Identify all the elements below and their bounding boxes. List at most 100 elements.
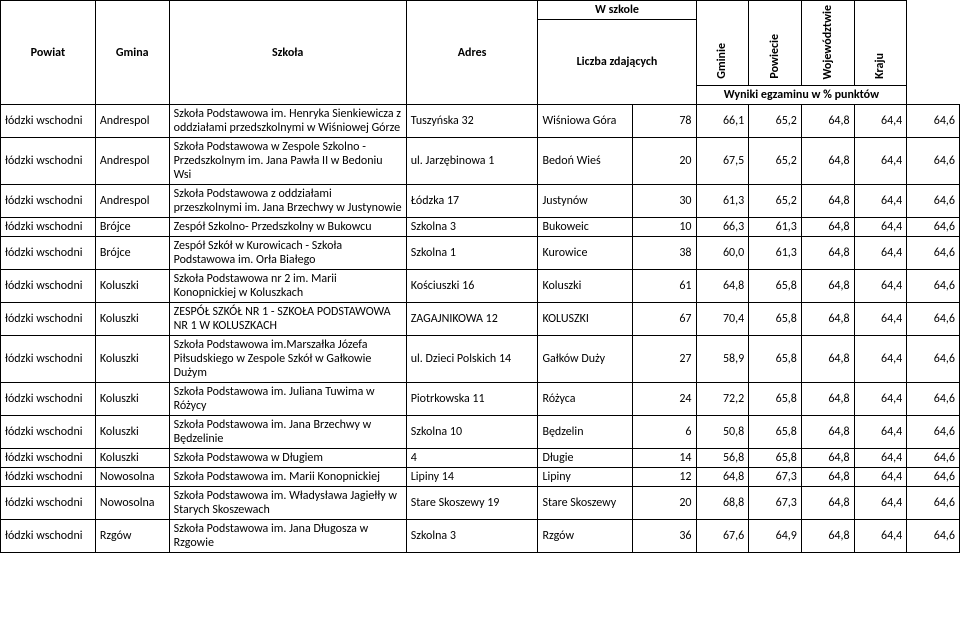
cell-gmina-score: 60,0 — [696, 237, 749, 270]
cell-city: Wiśniowa Góra — [538, 105, 633, 138]
cell-kraj-score: 64,6 — [907, 520, 960, 553]
cell-powiat-score: 65,8 — [749, 449, 802, 468]
cell-woj-score: 64,8 — [801, 303, 854, 336]
cell-city: Bukoweic — [538, 218, 633, 237]
cell-powiat-score: 65,8 — [749, 270, 802, 303]
table-row: łódzki wschodniBrójceZespół Szkolno- Prz… — [1, 218, 960, 237]
cell-liczba: 12 — [633, 468, 696, 487]
cell-liczba: 61 — [633, 270, 696, 303]
cell-woj-score: 64,8 — [801, 185, 854, 218]
cell-gmina-score: 70,4 — [696, 303, 749, 336]
cell-city: Długie — [538, 449, 633, 468]
cell-woj-score: 64,8 — [801, 336, 854, 383]
table-row: łódzki wschodniKoluszkiSzkoła Podstawowa… — [1, 449, 960, 468]
cell-powiat: łódzki wschodni — [1, 237, 96, 270]
cell-adres: Piotrkowska 11 — [406, 383, 538, 416]
cell-adres: 4 — [406, 449, 538, 468]
cell-adres: Kościuszki 16 — [406, 270, 538, 303]
cell-woj-score: 64,8 — [801, 449, 854, 468]
table-row: łódzki wschodniAndrespolSzkoła Podstawow… — [1, 185, 960, 218]
cell-woj-score: 64,8 — [801, 270, 854, 303]
table-row: łódzki wschodniBrójceZespół Szkół w Kuro… — [1, 237, 960, 270]
cell-woj-score: 64,8 — [801, 383, 854, 416]
cell-city: KOLUSZKI — [538, 303, 633, 336]
th-gminie: Gminie — [696, 1, 749, 86]
cell-powiat-score: 65,8 — [749, 416, 802, 449]
cell-kraj-score: 64,6 — [907, 218, 960, 237]
cell-szkola: Szkoła Podstawowa im. Marii Konopnickiej — [169, 468, 406, 487]
table-row: łódzki wschodniKoluszkiZESPÓŁ SZKÓŁ NR 1… — [1, 303, 960, 336]
cell-adres: Lipiny 14 — [406, 468, 538, 487]
cell-powiat: łódzki wschodni — [1, 105, 96, 138]
th-wojewodztwie: Województwie — [801, 1, 854, 86]
cell-szkola: Szkoła Podstawowa w Zespole Szkolno - Pr… — [169, 138, 406, 185]
cell-kraj-score: 64,6 — [907, 383, 960, 416]
cell-adres: Szkolna 10 — [406, 416, 538, 449]
cell-szkola: Szkoła Podstawowa im. Władysława Jagiełł… — [169, 487, 406, 520]
cell-gmina-score: 68,8 — [696, 487, 749, 520]
cell-woj-score: 64,8 — [801, 218, 854, 237]
cell-gmina-score: 67,6 — [696, 520, 749, 553]
cell-szkola: Szkoła Podstawowa im. Juliana Tuwima w R… — [169, 383, 406, 416]
cell-szkola: Szkoła Podstawowa im. Jana Długosza w Rz… — [169, 520, 406, 553]
cell-woj2-score: 64,4 — [854, 336, 907, 383]
th-kraju: Kraju — [854, 1, 907, 86]
cell-liczba: 67 — [633, 303, 696, 336]
cell-woj-score: 64,8 — [801, 520, 854, 553]
cell-adres: Tuszyńska 32 — [406, 105, 538, 138]
cell-adres: Łódzka 17 — [406, 185, 538, 218]
cell-gmina-score: 67,5 — [696, 138, 749, 185]
cell-powiat-score: 65,8 — [749, 336, 802, 383]
cell-kraj-score: 64,6 — [907, 416, 960, 449]
cell-powiat: łódzki wschodni — [1, 218, 96, 237]
cell-powiat: łódzki wschodni — [1, 520, 96, 553]
table-row: łódzki wschodniNowosolnaSzkoła Podstawow… — [1, 468, 960, 487]
cell-powiat-score: 65,2 — [749, 185, 802, 218]
cell-liczba: 20 — [633, 487, 696, 520]
cell-powiat-score: 64,9 — [749, 520, 802, 553]
table-row: łódzki wschodniKoluszkiSzkoła Podstawowa… — [1, 270, 960, 303]
cell-powiat-score: 67,3 — [749, 468, 802, 487]
data-table: Powiat Gmina Szkoła Adres W szkole Gmini… — [0, 0, 960, 553]
cell-liczba: 78 — [633, 105, 696, 138]
cell-gmina: Koluszki — [95, 383, 169, 416]
cell-kraj-score: 64,6 — [907, 138, 960, 185]
cell-powiat-score: 61,3 — [749, 218, 802, 237]
cell-city: Gałków Duży — [538, 336, 633, 383]
cell-kraj-score: 64,6 — [907, 185, 960, 218]
cell-kraj-score: 64,6 — [907, 303, 960, 336]
cell-gmina: Andrespol — [95, 138, 169, 185]
cell-woj2-score: 64,4 — [854, 218, 907, 237]
cell-gmina: Koluszki — [95, 336, 169, 383]
cell-gmina: Brójce — [95, 237, 169, 270]
th-gmina: Gmina — [95, 1, 169, 105]
cell-woj2-score: 64,4 — [854, 383, 907, 416]
cell-liczba: 38 — [633, 237, 696, 270]
cell-woj2-score: 64,4 — [854, 303, 907, 336]
cell-gmina: Rzgów — [95, 520, 169, 553]
cell-woj2-score: 64,4 — [854, 468, 907, 487]
table-row: łódzki wschodniRzgówSzkoła Podstawowa im… — [1, 520, 960, 553]
cell-gmina: Brójce — [95, 218, 169, 237]
cell-adres: Szkolna 3 — [406, 218, 538, 237]
cell-gmina: Nowosolna — [95, 487, 169, 520]
cell-woj2-score: 64,4 — [854, 487, 907, 520]
th-adres: Adres — [406, 1, 538, 105]
cell-liczba: 30 — [633, 185, 696, 218]
cell-adres: ul. Jarzębinowa 1 — [406, 138, 538, 185]
cell-gmina-score: 58,9 — [696, 336, 749, 383]
page-container: Powiat Gmina Szkoła Adres W szkole Gmini… — [0, 0, 960, 553]
cell-kraj-score: 64,6 — [907, 336, 960, 383]
cell-kraj-score: 64,6 — [907, 270, 960, 303]
cell-szkola: Szkoła Podstawowa im. Henryka Sienkiewic… — [169, 105, 406, 138]
cell-szkola: Zespół Szkół w Kurowicach - Szkoła Podst… — [169, 237, 406, 270]
th-wszkole: W szkole — [538, 1, 696, 20]
cell-gmina-score: 66,1 — [696, 105, 749, 138]
cell-szkola: Szkoła Podstawowa im. Jana Brzechwy w Bę… — [169, 416, 406, 449]
cell-woj2-score: 64,4 — [854, 520, 907, 553]
cell-gmina-score: 61,3 — [696, 185, 749, 218]
cell-woj2-score: 64,4 — [854, 105, 907, 138]
cell-powiat: łódzki wschodni — [1, 487, 96, 520]
cell-powiat-score: 65,8 — [749, 383, 802, 416]
cell-powiat: łódzki wschodni — [1, 383, 96, 416]
